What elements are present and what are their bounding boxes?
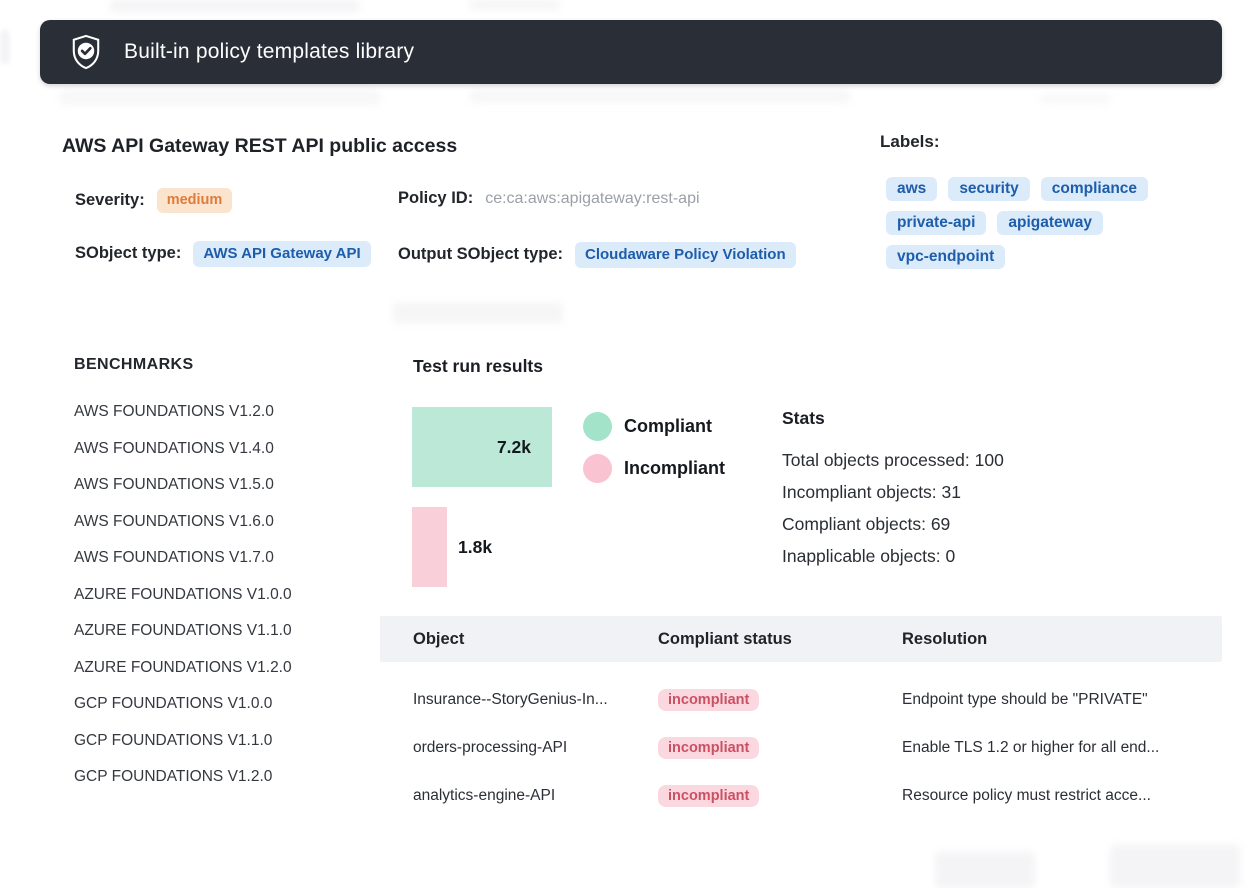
resolution-cell: Endpoint type should be "PRIVATE": [902, 691, 1148, 708]
stats-list: Total objects processed: 100 Incompliant…: [782, 444, 1004, 572]
background-artifact: [1110, 845, 1240, 888]
policy-title: AWS API Gateway REST API public access: [62, 135, 458, 157]
column-header-compliant-status: Compliant status: [658, 629, 792, 648]
label-chip-security[interactable]: security: [948, 177, 1030, 201]
stat-incompliant: Incompliant objects: 31: [782, 482, 961, 502]
policy-id-label: Policy ID:: [398, 189, 474, 207]
background-artifact: [60, 90, 380, 105]
benchmark-item[interactable]: AWS FOUNDATIONS V1.4.0: [74, 439, 274, 457]
labels-heading: Labels:: [880, 132, 940, 151]
legend-item-incompliant: Incompliant: [583, 454, 725, 483]
background-artifact: [110, 0, 360, 12]
policy-id-value: ce:ca:aws:apigateway:rest-api: [485, 189, 700, 207]
benchmarks-heading: BENCHMARKS: [74, 356, 194, 373]
object-cell: analytics-engine-API: [413, 787, 556, 804]
label-chip-vpc-endpoint[interactable]: vpc-endpoint: [886, 245, 1006, 269]
policy-id-field: Policy ID: ce:ca:aws:apigateway:rest-api: [398, 189, 700, 208]
benchmark-item[interactable]: AWS FOUNDATIONS V1.5.0: [74, 476, 274, 493]
table-row[interactable]: analytics-engine-API incompliant Resourc…: [380, 772, 1222, 820]
benchmark-item[interactable]: GCP FOUNDATIONS V1.1.0: [74, 731, 273, 749]
severity-label: Severity:: [75, 190, 145, 209]
header-title: Built-in policy templates library: [124, 40, 415, 63]
benchmarks-list: AWS FOUNDATIONS V1.2.0 AWS FOUNDATIONS V…: [74, 402, 292, 804]
background-artifact: [0, 30, 10, 64]
bar-incompliant: 1.8k: [412, 507, 492, 587]
legend-label-incompliant: Incompliant: [624, 458, 726, 478]
bar-incompliant-value: 1.8k: [458, 536, 493, 557]
benchmark-item[interactable]: GCP FOUNDATIONS V1.0.0: [74, 695, 273, 712]
status-badge: incompliant: [658, 737, 760, 759]
stats-heading: Stats: [782, 408, 825, 428]
severity-field: Severity: medium: [75, 188, 233, 213]
benchmarks-group-gcp: GCP FOUNDATIONS V1.0.0 GCP FOUNDATIONS V…: [74, 694, 292, 787]
sobject-type-badge: AWS API Gateway API: [193, 241, 371, 267]
benchmark-item[interactable]: GCP FOUNDATIONS V1.2.0: [74, 768, 273, 785]
benchmarks-group-aws: AWS FOUNDATIONS V1.2.0 AWS FOUNDATIONS V…: [74, 402, 292, 568]
sobject-type-label: SObject type:: [75, 244, 182, 263]
status-badge: incompliant: [658, 689, 760, 711]
benchmarks-group-azure: AZURE FOUNDATIONS V1.0.0 AZURE FOUNDATIO…: [74, 585, 292, 678]
table-row[interactable]: Insurance--StoryGenius-In... incompliant…: [380, 676, 1222, 724]
benchmark-item[interactable]: AWS FOUNDATIONS V1.6.0: [74, 512, 274, 530]
stat-compliant: Compliant objects: 69: [782, 514, 951, 534]
output-sobject-type-badge: Cloudaware Policy Violation: [575, 242, 796, 268]
benchmark-item[interactable]: AZURE FOUNDATIONS V1.0.0: [74, 585, 292, 603]
header-bar: Built-in policy templates library: [40, 20, 1222, 84]
label-chip-compliance[interactable]: compliance: [1040, 177, 1149, 201]
label-chip-apigateway[interactable]: apigateway: [997, 211, 1103, 235]
object-cell: orders-processing-API: [413, 739, 568, 756]
legend-item-compliant: Compliant: [583, 412, 725, 441]
output-sobject-type-field: Output SObject type: Cloudaware Policy V…: [398, 242, 796, 268]
shield-check-icon: [70, 34, 102, 70]
label-chip-aws[interactable]: aws: [886, 177, 938, 201]
benchmark-item[interactable]: AZURE FOUNDATIONS V1.2.0: [74, 658, 292, 676]
table-body: Insurance--StoryGenius-In... incompliant…: [380, 676, 1222, 820]
background-artifact: [470, 0, 560, 9]
background-artifact: [470, 90, 850, 103]
column-header-resolution: Resolution: [902, 629, 988, 648]
severity-badge: medium: [156, 188, 233, 213]
labels-list: aws security compliance private-api apig…: [886, 177, 1231, 269]
bar-compliant: 7.2k: [412, 407, 552, 487]
background-artifact: [1040, 94, 1110, 104]
resolution-cell: Resource policy must restrict acce...: [902, 787, 1151, 804]
benchmark-item[interactable]: AWS FOUNDATIONS V1.2.0: [74, 403, 274, 420]
resolution-cell: Enable TLS 1.2 or higher for all end...: [902, 739, 1160, 756]
output-sobject-type-label: Output SObject type:: [398, 245, 563, 264]
status-badge: incompliant: [658, 785, 760, 807]
legend-label-compliant: Compliant: [624, 416, 712, 436]
stat-total-processed: Total objects processed: 100: [782, 450, 1004, 470]
sobject-type-field: SObject type: AWS API Gateway API: [75, 241, 371, 267]
benchmark-item[interactable]: AZURE FOUNDATIONS V1.1.0: [74, 622, 292, 639]
background-artifact: [393, 302, 563, 324]
results-table: Object Compliant status Resolution Insur…: [380, 616, 1222, 820]
object-cell: Insurance--StoryGenius-In...: [413, 691, 608, 708]
test-run-results-heading: Test run results: [413, 356, 543, 376]
incompliant-dot-icon: [583, 454, 612, 483]
bar-compliant-value: 7.2k: [496, 436, 531, 457]
chart-legend: Compliant Incompliant: [583, 412, 725, 483]
table-header-row: Object Compliant status Resolution: [380, 616, 1222, 662]
table-row[interactable]: orders-processing-API incompliant Enable…: [380, 724, 1222, 772]
compliant-dot-icon: [583, 412, 612, 441]
label-chip-private-api[interactable]: private-api: [886, 211, 987, 235]
benchmark-item[interactable]: AWS FOUNDATIONS V1.7.0: [74, 549, 274, 566]
stat-inapplicable: Inapplicable objects: 0: [782, 546, 956, 566]
background-artifact: [935, 852, 1035, 888]
column-header-object: Object: [413, 629, 465, 648]
